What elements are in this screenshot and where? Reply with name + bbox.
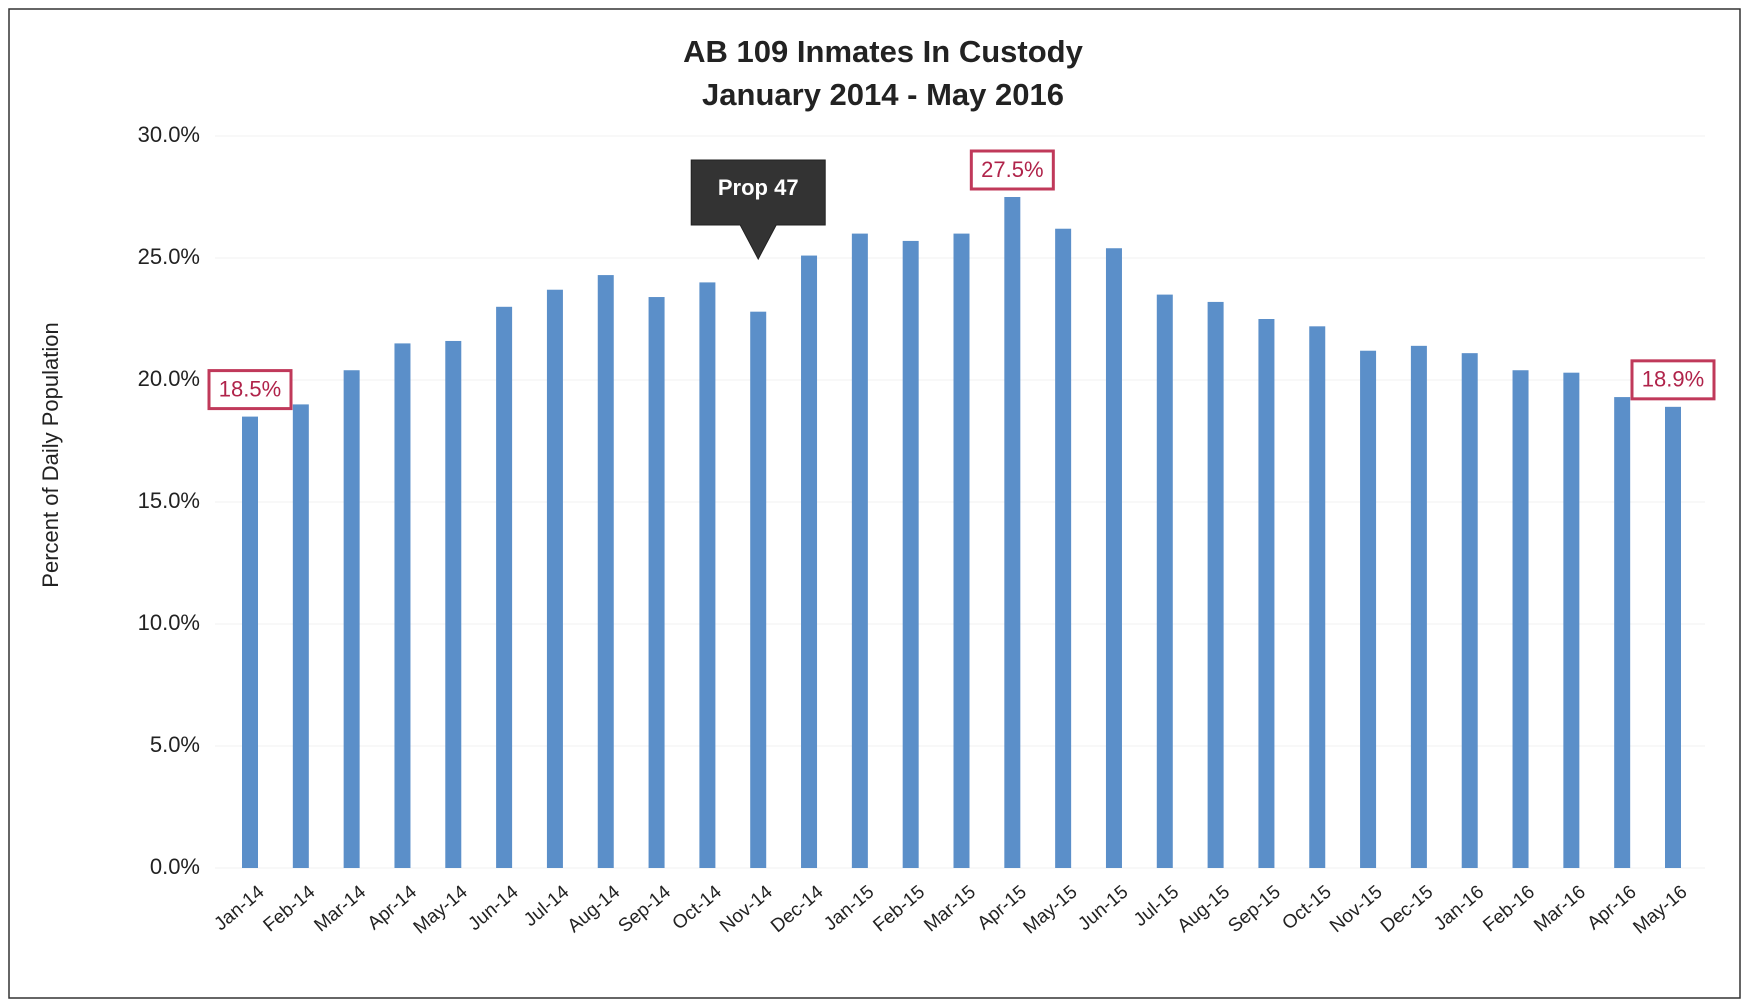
bar [953, 233, 970, 869]
y-tick-label: 15.0% [138, 488, 200, 513]
bar [343, 370, 360, 868]
x-tick-label: Nov-14 [716, 881, 777, 937]
x-tick-label: Sep-14 [615, 881, 676, 937]
bar [851, 233, 868, 869]
x-tick-label: Nov-15 [1326, 882, 1386, 937]
x-tick-label: May-14 [410, 881, 472, 938]
bar [546, 289, 563, 869]
value-label: 27.5% [981, 157, 1043, 182]
bar [902, 240, 919, 869]
bar [648, 297, 665, 868]
bar [496, 306, 513, 868]
value-label-box [207, 369, 293, 411]
bar [1105, 248, 1122, 869]
y-tick-label: 25.0% [138, 244, 200, 269]
bar [1512, 370, 1529, 868]
x-tick-label: Jan-16 [1430, 882, 1488, 935]
value-label-box [969, 149, 1055, 191]
x-tick-label: Jan-14 [210, 881, 268, 935]
frame [8, 8, 1741, 999]
x-tick-label: Feb-14 [260, 881, 320, 936]
bar [1309, 326, 1326, 868]
bar [292, 404, 309, 868]
value-label-box [1630, 359, 1716, 401]
x-tick-label: Mar-14 [310, 881, 370, 936]
bar [1258, 319, 1275, 868]
x-tick-label: Aug-15 [1174, 882, 1234, 937]
value-label: 18.9% [1642, 367, 1704, 392]
bar [699, 282, 716, 868]
bar [1004, 197, 1021, 868]
bar [801, 255, 818, 868]
value-label: 18.5% [219, 376, 281, 401]
y-tick-label: 20.0% [138, 366, 200, 391]
x-tick-label: Jan-15 [820, 882, 878, 935]
bar [242, 416, 258, 868]
bar [394, 343, 411, 868]
bar [1410, 345, 1427, 869]
bar [1563, 372, 1580, 868]
y-tick-label: 5.0% [150, 732, 200, 757]
annotation-callout [690, 159, 826, 261]
y-tick-label: 0.0% [150, 854, 200, 879]
bar [1055, 228, 1072, 869]
bar [1360, 350, 1377, 869]
y-axis-label: Percent of Daily Population [38, 322, 63, 587]
y-tick-label: 10.0% [138, 610, 200, 635]
bar [1461, 353, 1478, 868]
x-tick-label: Dec-14 [767, 881, 828, 937]
x-tick-label: Oct-14 [669, 881, 727, 934]
x-tick-label: Oct-15 [1279, 882, 1336, 935]
x-tick-label: Jun-15 [1074, 882, 1132, 935]
bar [1614, 397, 1631, 868]
x-tick-label: May-15 [1020, 882, 1082, 939]
x-tick-label: Aug-14 [564, 881, 625, 937]
bar [750, 311, 767, 868]
x-tick-label: Mar-16 [1530, 882, 1590, 937]
x-tick-label: Mar-15 [920, 882, 980, 937]
annotation-text: Prop 47 [718, 175, 799, 200]
x-tick-label: Feb-15 [869, 882, 929, 937]
x-tick-label: Sep-15 [1224, 882, 1284, 937]
chart-title: AB 109 Inmates In Custody [683, 34, 1083, 69]
bar [445, 340, 462, 869]
bar [1156, 294, 1173, 869]
x-tick-label: Feb-16 [1479, 882, 1539, 937]
x-tick-label: Jun-14 [465, 881, 523, 935]
bar [1207, 301, 1224, 868]
y-tick-label: 30.0% [138, 122, 200, 147]
x-tick-label: May-16 [1629, 882, 1691, 939]
chart-subtitle: January 2014 - May 2016 [702, 77, 1064, 112]
x-tick-label: Dec-15 [1377, 882, 1437, 937]
bar [597, 275, 614, 869]
bar [1665, 406, 1681, 868]
